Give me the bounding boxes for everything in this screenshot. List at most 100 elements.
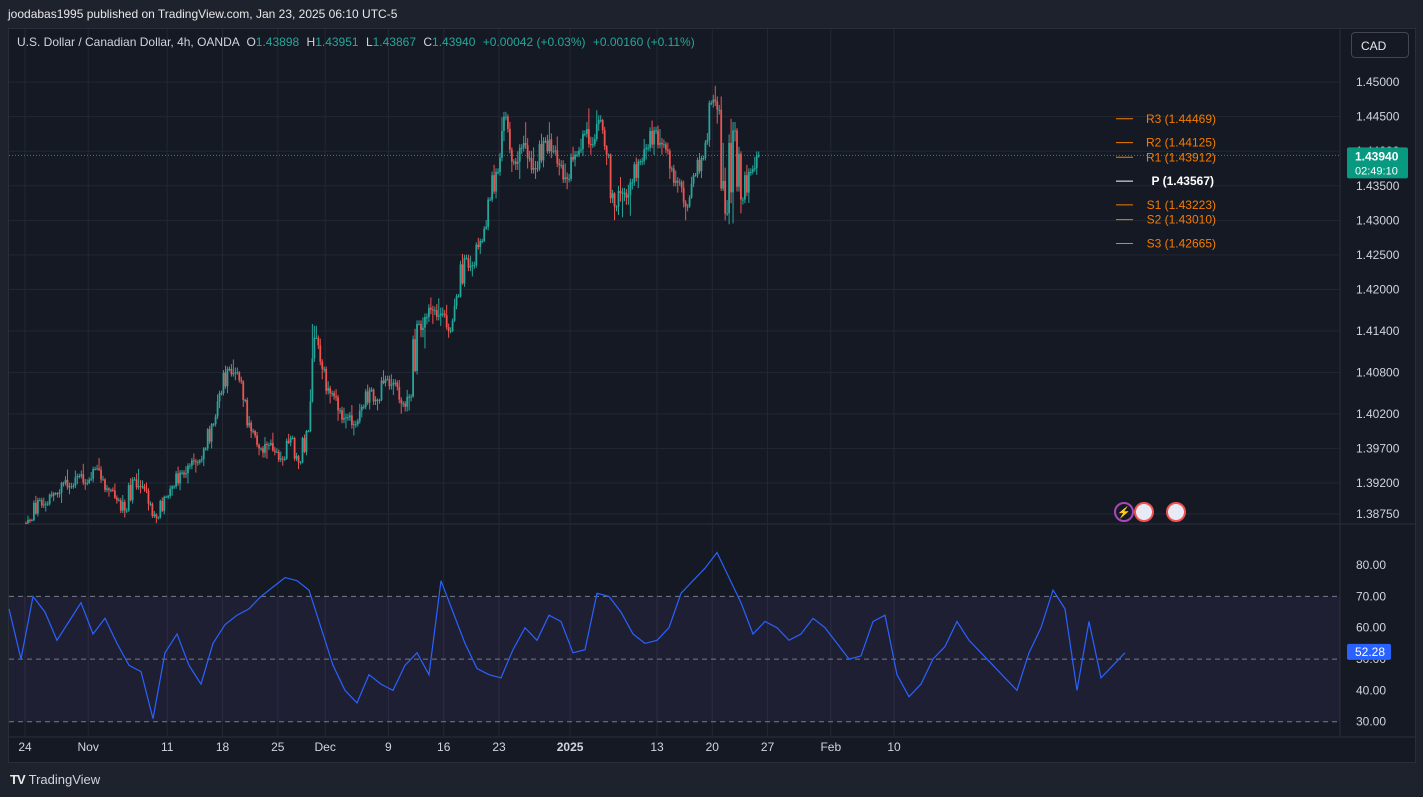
candle-body bbox=[441, 313, 444, 315]
candle-body bbox=[25, 523, 27, 524]
candle-body bbox=[597, 120, 600, 125]
candle-body bbox=[572, 156, 574, 160]
candle-body bbox=[623, 192, 626, 194]
candle-body bbox=[343, 418, 345, 420]
candle-body bbox=[649, 130, 651, 148]
candle-body bbox=[135, 479, 138, 488]
candle-body bbox=[483, 228, 486, 242]
price-tick-label: 1.39700 bbox=[1356, 441, 1400, 455]
candle-body bbox=[666, 149, 669, 152]
rsi-tick-label: 70.00 bbox=[1356, 589, 1386, 603]
candle-body bbox=[548, 139, 551, 152]
candle-body bbox=[396, 382, 399, 387]
candle-body bbox=[732, 130, 734, 193]
candle-body bbox=[674, 180, 677, 183]
candle-body bbox=[364, 391, 367, 407]
candle-body bbox=[435, 310, 438, 317]
candle-body bbox=[143, 486, 146, 490]
candle-body bbox=[414, 339, 416, 371]
current-price-countdown: 02:49:10 bbox=[1355, 165, 1398, 177]
current-price-badge bbox=[1347, 147, 1408, 179]
candle-body bbox=[38, 500, 41, 502]
candle-body bbox=[706, 139, 709, 143]
candle-body bbox=[651, 130, 653, 145]
candle-body bbox=[149, 503, 152, 505]
candle-body bbox=[406, 396, 409, 407]
candle-body bbox=[137, 486, 140, 488]
candle-body bbox=[661, 142, 663, 145]
candle-body bbox=[117, 500, 120, 502]
symbol-legend: U.S. Dollar / Canadian Dollar, 4h, OANDA… bbox=[17, 35, 695, 49]
candle-body bbox=[165, 496, 168, 498]
us-flag-event-icon[interactable] bbox=[1134, 502, 1154, 522]
candle-body bbox=[123, 501, 126, 511]
candle-body bbox=[366, 391, 369, 403]
candle-body bbox=[471, 265, 474, 267]
change-value-2: +0.00160 (+0.11%) bbox=[592, 35, 695, 49]
candle-body bbox=[514, 161, 517, 164]
candle-body bbox=[398, 386, 401, 400]
candle-body bbox=[220, 393, 223, 395]
lightning-event-icon[interactable]: ⚡ bbox=[1114, 502, 1134, 522]
candle-body bbox=[724, 180, 727, 214]
candle-body bbox=[234, 372, 237, 374]
candle-body bbox=[469, 266, 472, 268]
candle-body bbox=[538, 144, 541, 169]
currency-button[interactable]: CAD bbox=[1351, 32, 1409, 58]
candle-body bbox=[356, 421, 359, 425]
candle-body bbox=[252, 431, 255, 433]
candle-body bbox=[139, 486, 142, 488]
candle-body bbox=[714, 99, 717, 102]
candle-body bbox=[692, 175, 695, 184]
candle-body bbox=[248, 422, 251, 426]
candle-body bbox=[384, 379, 387, 384]
us-flag-event-icon[interactable] bbox=[1166, 502, 1186, 522]
candle-body bbox=[86, 482, 89, 484]
candle-body bbox=[297, 456, 300, 463]
candle-body bbox=[264, 443, 266, 453]
pivot-level-label: S2 (1.43010) bbox=[1147, 213, 1216, 227]
candle-body bbox=[580, 149, 582, 151]
candle-body bbox=[50, 494, 53, 496]
price-tick-label: 1.41400 bbox=[1356, 324, 1400, 338]
candle-body bbox=[696, 159, 699, 176]
time-tick-label: 9 bbox=[385, 740, 392, 754]
candle-body bbox=[52, 493, 55, 496]
time-tick-label: 25 bbox=[271, 740, 285, 754]
candle-body bbox=[179, 472, 181, 484]
candle-body bbox=[376, 399, 379, 401]
candle-body bbox=[151, 503, 154, 516]
candle-body bbox=[214, 416, 217, 425]
publisher-bar: joodabas1995 published on TradingView.co… bbox=[0, 0, 1423, 28]
candle-body bbox=[84, 482, 87, 484]
candle-body bbox=[587, 129, 590, 144]
candle-body bbox=[584, 133, 586, 135]
tradingview-logo[interactable]: TV TradingView bbox=[10, 772, 100, 787]
candle-body bbox=[349, 415, 351, 418]
candle-body bbox=[329, 388, 332, 394]
candle-body bbox=[613, 193, 616, 207]
candle-body bbox=[625, 192, 628, 198]
candle-body bbox=[394, 382, 397, 384]
candle-body bbox=[244, 399, 247, 401]
candle-body bbox=[260, 448, 262, 450]
candle-body bbox=[489, 199, 492, 201]
candle-body bbox=[657, 130, 659, 145]
candle-body bbox=[163, 496, 166, 511]
candle-body bbox=[663, 144, 665, 146]
candle-body bbox=[339, 410, 341, 412]
candle-body bbox=[254, 431, 256, 436]
candle-body bbox=[643, 149, 646, 162]
candle-body bbox=[668, 151, 671, 169]
time-tick-label: 23 bbox=[492, 740, 506, 754]
rsi-tick-label: 60.00 bbox=[1356, 621, 1386, 635]
candle-body bbox=[27, 519, 29, 524]
candle-body bbox=[311, 358, 314, 402]
footer-bar: TV TradingView bbox=[0, 765, 1423, 797]
candle-body bbox=[208, 429, 211, 442]
candle-body bbox=[242, 381, 245, 400]
candle-body bbox=[258, 444, 260, 449]
candle-body bbox=[309, 401, 312, 432]
candle-body bbox=[501, 130, 503, 158]
